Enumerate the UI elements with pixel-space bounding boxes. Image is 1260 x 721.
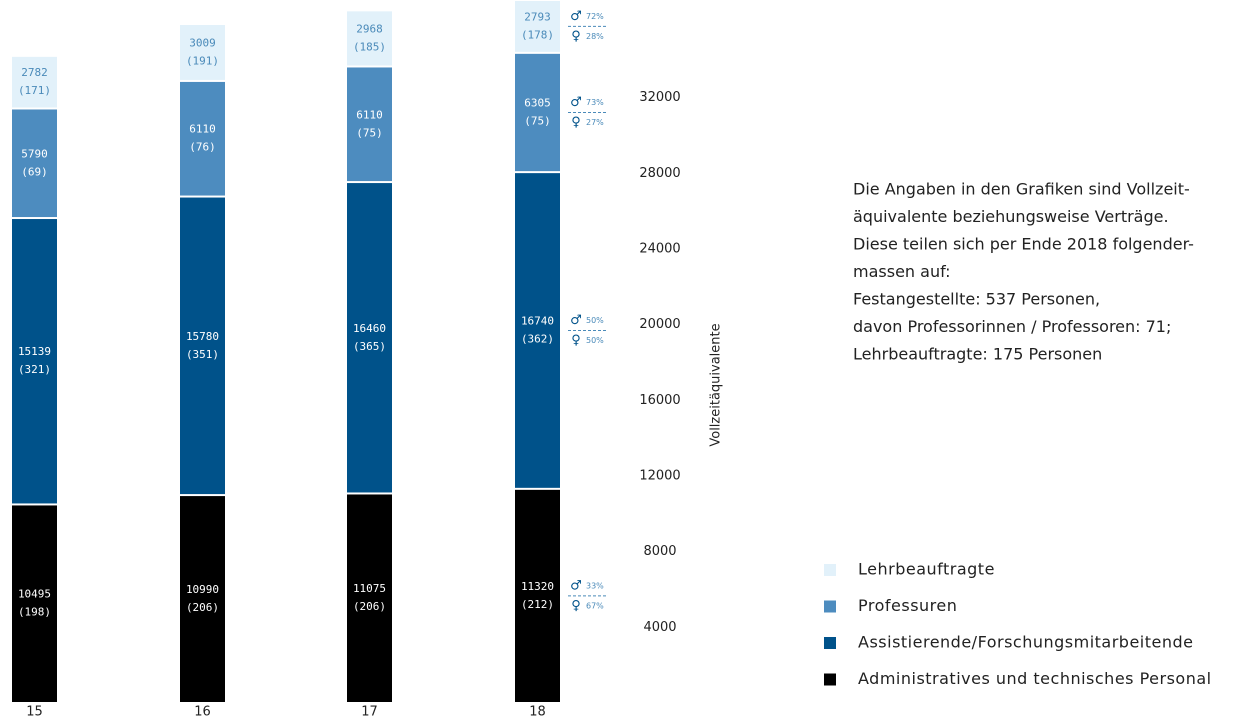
bar-segment (347, 67, 392, 182)
female-symbol: ♀ (571, 29, 581, 44)
female-symbol: ♀ (571, 333, 581, 348)
bar-segment (180, 81, 225, 196)
legend-swatch (824, 600, 836, 613)
legend-swatch (824, 673, 836, 686)
legend-swatch (824, 637, 836, 649)
y-tick-label: 24000 (639, 241, 680, 256)
value-label: 15780 (186, 330, 219, 343)
female-symbol: ♀ (571, 115, 581, 130)
legend-label: Administratives und technisches Personal (858, 669, 1212, 688)
bar-segment (515, 173, 560, 488)
male-share: 33% (586, 581, 604, 590)
male-share: 50% (586, 316, 604, 325)
male-symbol: ♂ (570, 9, 582, 24)
legend-label: Assistierende/Forschungsmitarbeitende (858, 633, 1194, 652)
y-tick-label: 12000 (639, 468, 680, 483)
y-tick-label: 20000 (639, 317, 680, 332)
x-tick-label: 17 (361, 705, 378, 720)
female-symbol: ♀ (571, 598, 581, 613)
female-share: 28% (586, 32, 604, 41)
female-share: 27% (586, 118, 604, 127)
legend-label: Lehrbeauftragte (858, 560, 995, 579)
note-line: Diese teilen sich per Ende 2018 folgende… (853, 235, 1194, 254)
y-tick-label: 28000 (639, 166, 680, 181)
x-tick-label: 18 (529, 705, 546, 720)
value-label: 10495 (18, 588, 51, 601)
note-line: Festangestellte: 537 Personen, (853, 290, 1100, 309)
x-tick-label: 16 (194, 705, 211, 720)
value-label: 15139 (18, 345, 51, 358)
value-label: 11320 (521, 580, 554, 593)
count-label: (206) (353, 600, 386, 613)
value-label: 16460 (353, 322, 386, 335)
bar-segment (347, 183, 392, 493)
count-label: (75) (524, 114, 551, 127)
note-line: davon Professorinnen / Professoren: 71; (853, 317, 1171, 336)
male-symbol: ♂ (570, 578, 582, 593)
bar-segment (515, 489, 560, 702)
bar-segment (12, 56, 57, 108)
count-label: (351) (186, 348, 219, 361)
value-label: 6305 (524, 96, 551, 109)
male-symbol: ♂ (570, 313, 582, 328)
value-label: 2968 (356, 22, 383, 35)
value-label: 16740 (521, 314, 554, 327)
value-label: 2793 (524, 10, 551, 23)
legend-label: Professuren (858, 596, 957, 615)
y-tick-label: 8000 (643, 544, 676, 559)
value-label: 10990 (186, 583, 219, 596)
y-tick-label: 32000 (639, 90, 680, 105)
bar-segment (180, 25, 225, 80)
female-share: 50% (586, 336, 604, 345)
male-share: 73% (586, 98, 604, 107)
y-tick-label: 16000 (639, 393, 680, 408)
bar-segment (515, 1, 560, 52)
male-symbol: ♂ (570, 95, 582, 110)
note-line: Lehrbeauftragte: 175 Personen (853, 345, 1102, 364)
count-label: (321) (18, 363, 51, 376)
value-label: 6110 (189, 123, 216, 136)
count-label: (69) (21, 165, 48, 178)
value-label: 11075 (353, 582, 386, 595)
legend-swatch (824, 564, 836, 576)
x-tick-label: 15 (26, 705, 43, 720)
count-label: (206) (186, 601, 219, 614)
value-label: 3009 (189, 36, 216, 49)
value-label: 2782 (21, 66, 48, 79)
count-label: (365) (353, 340, 386, 353)
note-line: massen auf: (853, 262, 951, 281)
male-share: 72% (586, 12, 604, 21)
bar-segment (347, 494, 392, 702)
bar-segment (12, 109, 57, 218)
bar-segment (347, 11, 392, 66)
value-label: 6110 (356, 108, 383, 121)
count-label: (171) (18, 84, 51, 97)
count-label: (362) (521, 332, 554, 345)
bar-segment (12, 219, 57, 504)
count-label: (75) (356, 126, 383, 139)
count-label: (212) (521, 598, 554, 611)
y-tick-label: 4000 (643, 620, 676, 635)
y-axis-label: Vollzeitäquivalente (709, 323, 724, 446)
count-label: (178) (521, 28, 554, 41)
count-label: (76) (189, 141, 216, 154)
note-line: Die Angaben in den Grafiken sind Vollzei… (853, 180, 1190, 199)
bar-segment (180, 496, 225, 702)
count-label: (198) (18, 606, 51, 619)
bar-segment (515, 53, 560, 172)
value-label: 5790 (21, 147, 48, 160)
note-line: äquivalente beziehungsweise Verträge. (853, 207, 1169, 226)
bar-segment (180, 197, 225, 495)
count-label: (191) (186, 54, 219, 67)
female-share: 67% (586, 601, 604, 610)
bar-segment (12, 505, 57, 702)
count-label: (185) (353, 40, 386, 53)
